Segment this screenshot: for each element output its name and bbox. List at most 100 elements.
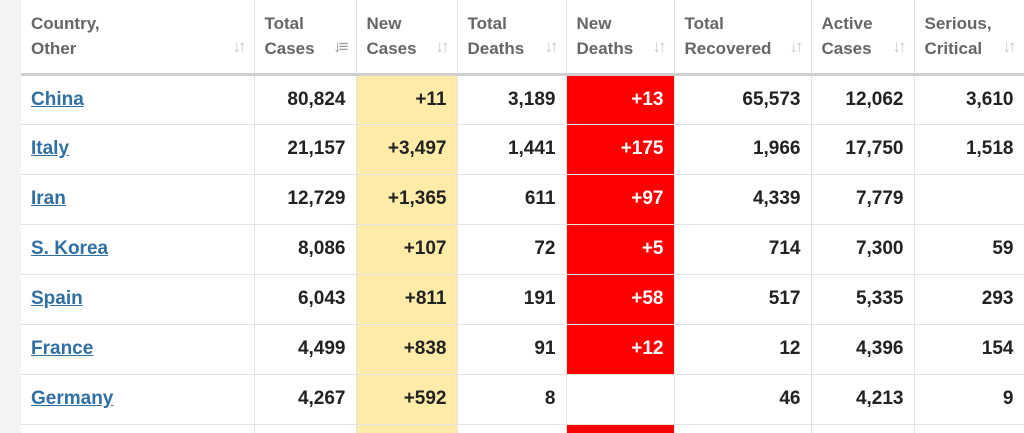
new-deaths-cell: +97 <box>566 174 675 225</box>
serious-critical-cell: 154 <box>914 324 1024 375</box>
serious-critical-cell: 3,610 <box>914 74 1024 125</box>
country-link[interactable]: Iran <box>31 188 66 209</box>
total-cases-cell: 4,499 <box>254 324 357 375</box>
header-label: Total Recovered <box>684 14 772 59</box>
header-total-cases[interactable]: Total Cases ↓≡ <box>254 0 357 76</box>
total-deaths-cell: 72 <box>457 224 567 275</box>
country-cell: Iran <box>21 174 255 225</box>
country-link[interactable]: S. Korea <box>31 238 109 259</box>
table-row: France 4,499 +838 91 +12 12 4,396 154 <box>21 324 1024 375</box>
country-link[interactable]: Spain <box>31 288 83 309</box>
active-cases-cell: 7,300 <box>811 224 915 275</box>
total-deaths-cell: 611 <box>457 174 567 225</box>
new-cases-cell: +1,365 <box>356 174 458 225</box>
table-row-partial <box>21 424 1024 433</box>
total-cases-cell: 21,157 <box>254 124 357 175</box>
serious-critical-cell <box>914 174 1024 225</box>
country-link[interactable]: Germany <box>31 388 114 409</box>
country-cell: France <box>21 324 255 375</box>
sort-arrows-icon[interactable]: ↓↑ <box>892 36 907 56</box>
country-cell: S. Korea <box>21 224 255 275</box>
serious-critical-cell: 59 <box>914 224 1024 275</box>
header-label: New Cases <box>366 14 417 59</box>
country-cell: Germany <box>21 374 255 425</box>
total-recovered-cell: 714 <box>674 224 812 275</box>
header-label: Active Cases <box>821 14 873 59</box>
active-cases-cell: 5,335 <box>811 274 915 325</box>
empty-cell <box>457 424 567 433</box>
serious-critical-cell: 293 <box>914 274 1024 325</box>
new-deaths-cell: +175 <box>566 124 675 175</box>
total-cases-cell: 12,729 <box>254 174 357 225</box>
sort-arrows-icon[interactable]: ↓↑ <box>652 36 667 56</box>
total-cases-cell: 80,824 <box>254 74 357 125</box>
sort-arrows-icon[interactable]: ↓↑ <box>232 36 247 56</box>
table-row: S. Korea 8,086 +107 72 +5 714 7,300 59 <box>21 224 1024 275</box>
new-deaths-cell <box>566 374 675 425</box>
new-cases-cell: +3,497 <box>356 124 458 175</box>
country-cell: Spain <box>21 274 255 325</box>
table-row: Iran 12,729 +1,365 611 +97 4,339 7,779 <box>21 174 1024 225</box>
new-deaths-cell: +13 <box>566 74 675 125</box>
total-cases-cell: 4,267 <box>254 374 357 425</box>
new-cases-cell: +107 <box>356 224 458 275</box>
table-row: China 80,824 +11 3,189 +13 65,573 12,062… <box>21 74 1024 125</box>
total-recovered-cell: 65,573 <box>674 74 812 125</box>
empty-cell <box>356 424 458 433</box>
table-header-row: Country, Other ↓↑ Total Cases ↓≡ New Cases … <box>21 0 1024 76</box>
total-recovered-cell: 46 <box>674 374 812 425</box>
active-cases-cell: 7,779 <box>811 174 915 225</box>
country-cell: China <box>21 74 255 125</box>
sort-arrows-icon[interactable]: ↓↑ <box>544 36 559 56</box>
total-recovered-cell: 517 <box>674 274 812 325</box>
sort-desc-active-icon[interactable]: ↓≡ <box>333 36 349 56</box>
new-cases-cell: +11 <box>356 74 458 125</box>
stats-table: Country, Other ↓↑ Total Cases ↓≡ New Cases … <box>21 0 1024 433</box>
header-total-deaths[interactable]: Total Deaths ↓↑ <box>457 0 567 76</box>
table-row: Spain 6,043 +811 191 +58 517 5,335 293 <box>21 274 1024 325</box>
new-cases-cell: +811 <box>356 274 458 325</box>
empty-cell <box>674 424 812 433</box>
header-label: Serious, Critical <box>924 14 992 59</box>
header-label: Total Cases <box>264 14 315 59</box>
total-recovered-cell: 12 <box>674 324 812 375</box>
sort-arrows-icon[interactable]: ↓↑ <box>789 36 804 56</box>
total-cases-cell: 8,086 <box>254 224 357 275</box>
empty-cell <box>21 424 255 433</box>
total-deaths-cell: 191 <box>457 274 567 325</box>
new-cases-cell: +838 <box>356 324 458 375</box>
new-cases-cell: +592 <box>356 374 458 425</box>
serious-critical-cell: 1,518 <box>914 124 1024 175</box>
total-cases-cell: 6,043 <box>254 274 357 325</box>
left-gutter <box>0 0 21 433</box>
total-recovered-cell: 4,339 <box>674 174 812 225</box>
header-active-cases[interactable]: Active Cases ↓↑ <box>811 0 915 76</box>
total-deaths-cell: 1,441 <box>457 124 567 175</box>
total-deaths-cell: 3,189 <box>457 74 567 125</box>
header-new-deaths[interactable]: New Deaths ↓↑ <box>566 0 675 76</box>
sort-arrows-icon[interactable]: ↓↑ <box>1002 36 1017 56</box>
country-cell: Italy <box>21 124 255 175</box>
header-label: Country, Other <box>31 14 100 59</box>
sort-arrows-icon[interactable]: ↓↑ <box>435 36 450 56</box>
empty-cell <box>254 424 357 433</box>
country-link[interactable]: Italy <box>31 138 70 159</box>
header-new-cases[interactable]: New Cases ↓↑ <box>356 0 458 76</box>
serious-critical-cell: 9 <box>914 374 1024 425</box>
active-cases-cell: 4,213 <box>811 374 915 425</box>
country-link[interactable]: France <box>31 338 94 359</box>
header-country[interactable]: Country, Other ↓↑ <box>21 0 255 76</box>
empty-cell <box>914 424 1024 433</box>
empty-cell <box>566 424 675 433</box>
total-deaths-cell: 8 <box>457 374 567 425</box>
new-deaths-cell: +58 <box>566 274 675 325</box>
country-link[interactable]: China <box>31 88 84 110</box>
total-deaths-cell: 91 <box>457 324 567 375</box>
active-cases-cell: 17,750 <box>811 124 915 175</box>
table-row: Italy 21,157 +3,497 1,441 +175 1,966 17,… <box>21 124 1024 175</box>
empty-cell <box>811 424 915 433</box>
header-total-recovered[interactable]: Total Recovered ↓↑ <box>674 0 812 76</box>
header-serious-critical[interactable]: Serious, Critical ↓↑ <box>914 0 1024 76</box>
active-cases-cell: 4,396 <box>811 324 915 375</box>
